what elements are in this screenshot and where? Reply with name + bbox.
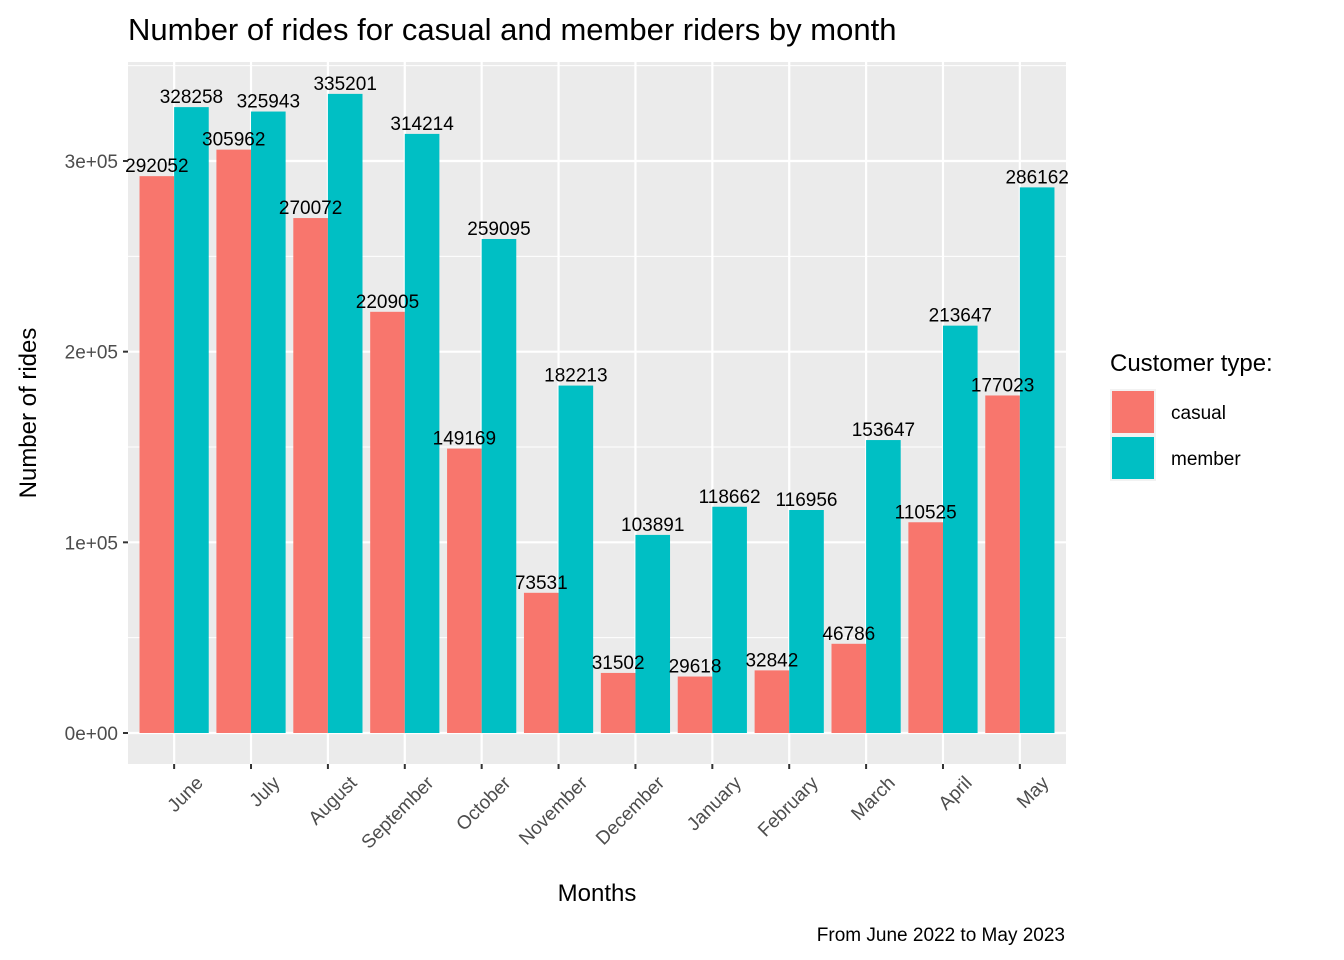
bar-member bbox=[1019, 187, 1055, 733]
x-tick-label: April bbox=[935, 773, 977, 815]
legend-swatch-member bbox=[1112, 437, 1154, 479]
data-label-member: 328258 bbox=[160, 87, 223, 108]
chart-title: Number of rides for casual and member ri… bbox=[128, 12, 896, 47]
data-label-member: 153647 bbox=[852, 420, 915, 441]
bar-casual bbox=[908, 522, 943, 733]
bar-casual bbox=[139, 176, 175, 734]
x-tick-label: May bbox=[1013, 772, 1054, 813]
bar-member bbox=[635, 534, 671, 733]
bar-member bbox=[251, 111, 286, 734]
bar-member bbox=[558, 385, 594, 733]
legend: Customer type: casual member bbox=[1110, 350, 1273, 481]
bar-member bbox=[481, 238, 517, 734]
y-tick-label: 3e+05 bbox=[65, 152, 118, 173]
y-tick-label: 0e+00 bbox=[65, 724, 118, 745]
bar-casual bbox=[216, 149, 252, 733]
legend-swatch-casual bbox=[1112, 391, 1154, 433]
x-tick-label: June bbox=[164, 773, 208, 817]
data-label-casual: 305962 bbox=[202, 130, 265, 151]
y-tick-label: 2e+05 bbox=[65, 343, 118, 364]
x-tick-label: September bbox=[358, 772, 439, 853]
bar-member bbox=[404, 133, 440, 734]
bar-value-labels: 292052 305962 270072 220905 149169 73531 31502… bbox=[125, 74, 1069, 678]
data-label-casual: 29618 bbox=[669, 657, 722, 678]
bar-member bbox=[866, 440, 901, 733]
data-label-member: 314214 bbox=[390, 114, 454, 135]
data-label-member: 335201 bbox=[313, 74, 376, 95]
data-label-casual: 73531 bbox=[515, 573, 568, 594]
bar-casual bbox=[831, 643, 867, 733]
bar-casual bbox=[370, 311, 405, 733]
bar-casual bbox=[985, 395, 1020, 733]
data-label-member: 213647 bbox=[929, 306, 992, 327]
x-tick-label: October bbox=[453, 772, 516, 835]
caption: From June 2022 to May 2023 bbox=[817, 925, 1065, 946]
y-axis-title: Number of rides bbox=[15, 328, 42, 499]
data-label-casual: 177023 bbox=[971, 375, 1034, 396]
legend-label-casual: casual bbox=[1171, 403, 1226, 424]
bar-casual bbox=[600, 672, 636, 733]
data-label-casual: 220905 bbox=[356, 292, 419, 313]
legend-label-member: member bbox=[1171, 449, 1241, 470]
data-label-member: 259095 bbox=[467, 219, 530, 240]
bar-member bbox=[789, 510, 824, 733]
data-label-casual: 32842 bbox=[745, 650, 798, 671]
x-tick-label: November bbox=[515, 772, 592, 849]
data-label-member: 118662 bbox=[699, 487, 761, 508]
bar-member bbox=[327, 93, 363, 733]
data-label-member: 103891 bbox=[621, 515, 684, 536]
x-tick-label: December bbox=[592, 772, 669, 849]
data-label-casual: 270072 bbox=[279, 198, 342, 219]
data-label-casual: 110525 bbox=[895, 502, 957, 523]
bar-casual bbox=[754, 670, 790, 733]
x-tick-label: January bbox=[683, 772, 746, 835]
data-label-member: 182213 bbox=[544, 366, 607, 387]
legend-title: Customer type: bbox=[1110, 350, 1273, 377]
data-label-member: 286162 bbox=[1005, 167, 1068, 188]
y-axis: 0e+00 1e+05 2e+05 3e+05 bbox=[65, 152, 128, 745]
y-tick-label: 1e+05 bbox=[65, 533, 118, 554]
x-tick-label: August bbox=[305, 772, 362, 829]
data-label-casual: 149169 bbox=[433, 429, 496, 450]
bar-casual bbox=[677, 676, 713, 733]
bar-member bbox=[942, 325, 978, 733]
bar-member bbox=[174, 107, 209, 734]
bar-casual bbox=[523, 592, 559, 733]
data-label-casual: 46786 bbox=[822, 624, 875, 645]
data-label-member: 116956 bbox=[776, 490, 838, 511]
x-tick-label: March bbox=[847, 773, 899, 825]
data-label-casual: 31502 bbox=[592, 653, 645, 674]
bars bbox=[139, 93, 1055, 734]
x-tick-label: July bbox=[246, 772, 285, 811]
bar-casual bbox=[293, 218, 328, 733]
data-label-casual: 292052 bbox=[125, 156, 188, 177]
bar-member bbox=[712, 506, 747, 733]
x-tick-label: February bbox=[754, 772, 823, 841]
bar-casual bbox=[447, 448, 482, 733]
data-label-member: 325943 bbox=[237, 92, 300, 113]
x-axis-title: Months bbox=[558, 880, 637, 907]
